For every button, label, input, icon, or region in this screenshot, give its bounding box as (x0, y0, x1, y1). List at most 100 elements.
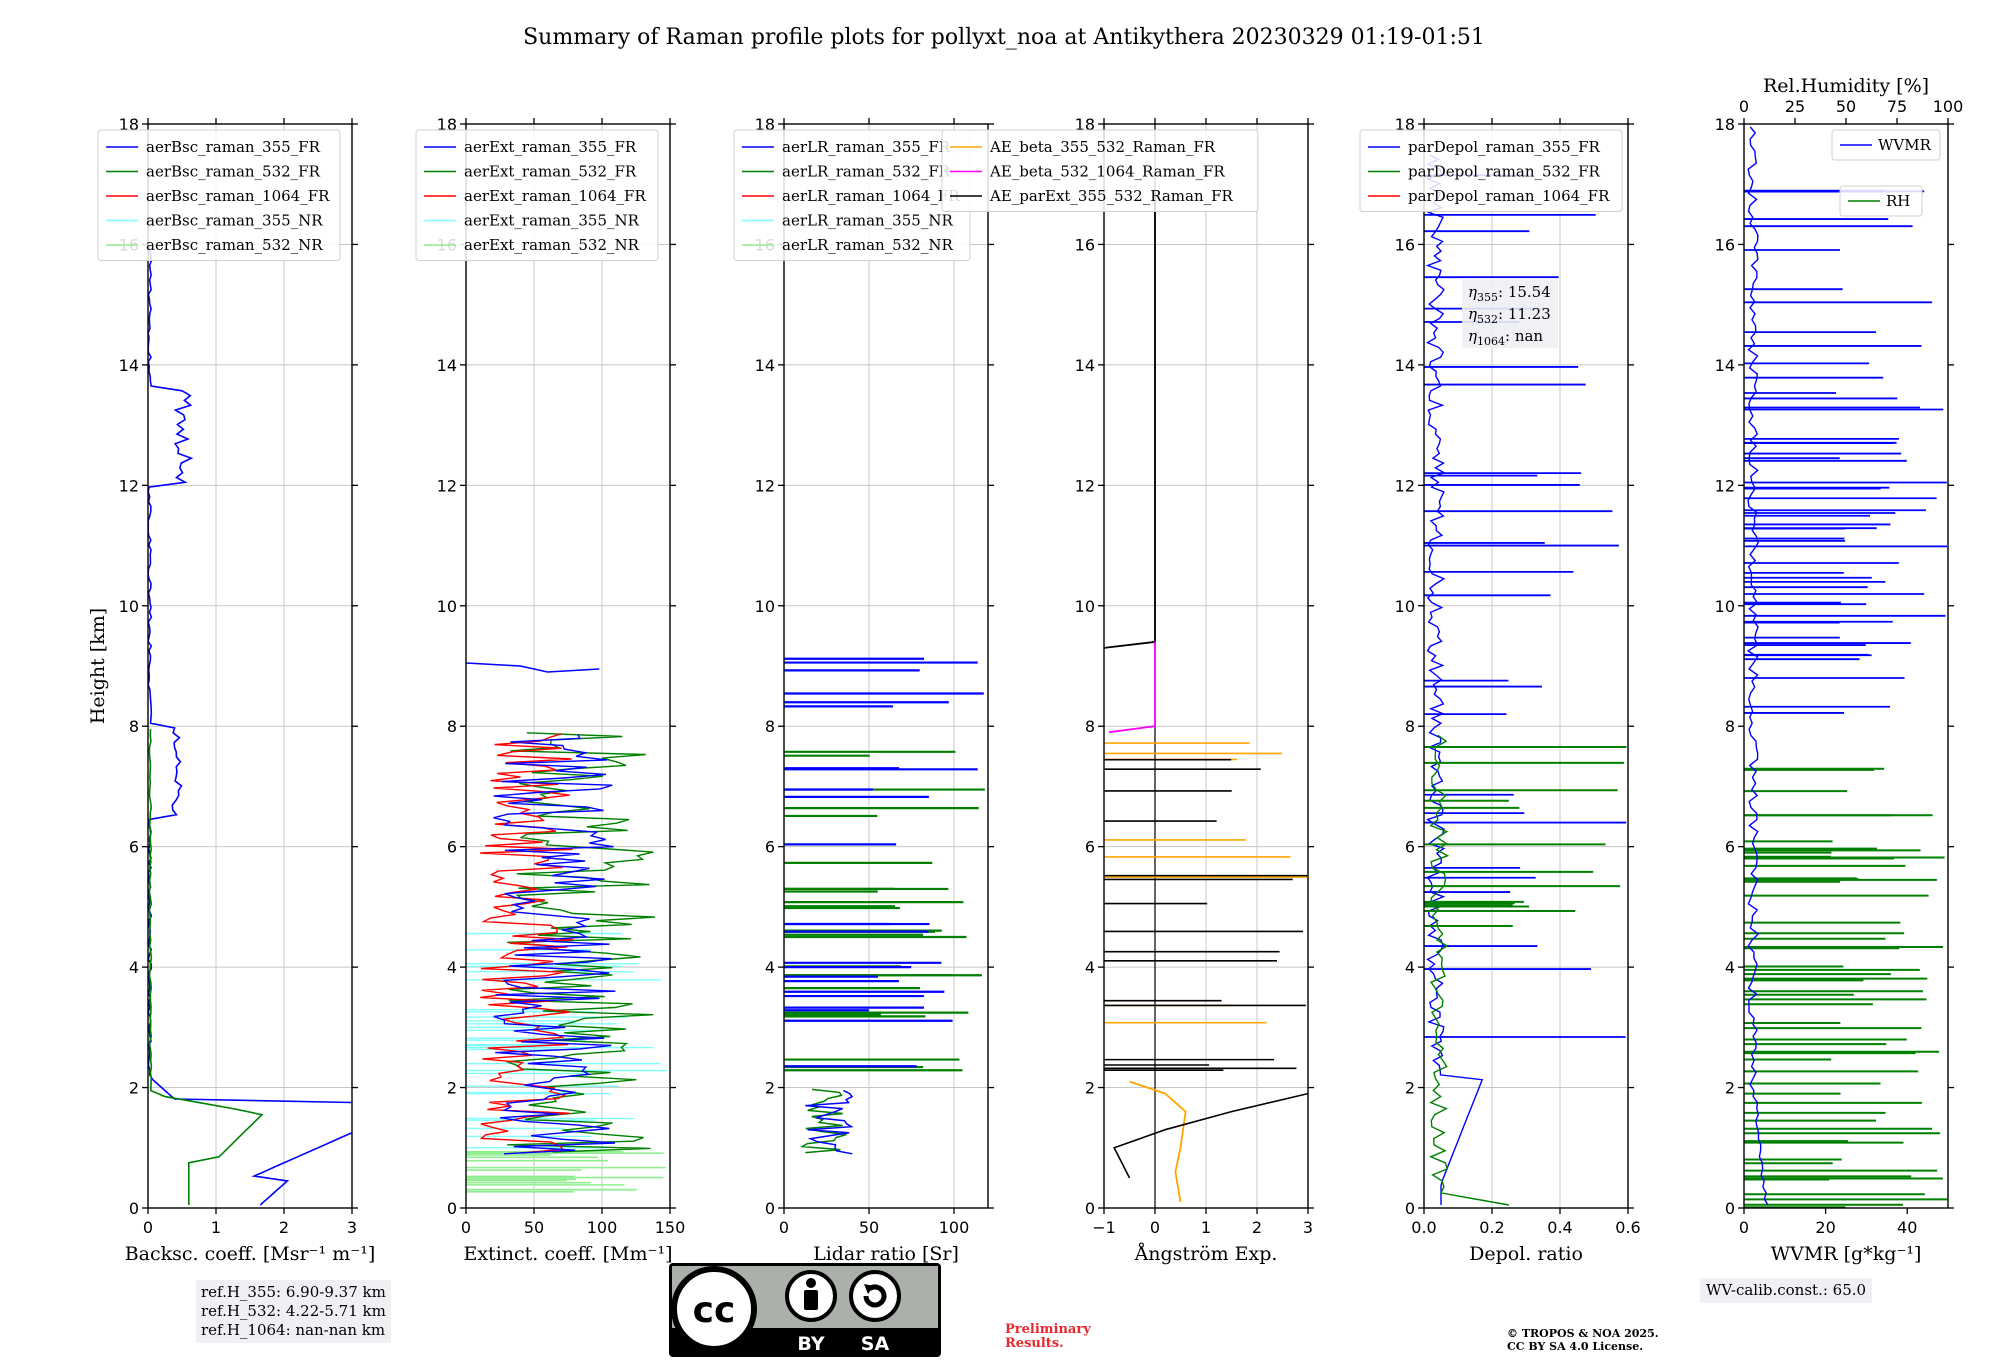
license-by: BY (797, 1333, 824, 1355)
x-tick-label: 0 (1739, 1218, 1749, 1237)
series-aerBsc_raman_532_FR (148, 729, 264, 1205)
y-tick-label: 0 (447, 1199, 457, 1218)
y-tick-label: 8 (765, 717, 775, 736)
preliminary-note: Preliminary Results. (1005, 1323, 1091, 1351)
x-axis-label: Ångström Exp. (1134, 1243, 1278, 1265)
top-x-tick-label: 25 (1785, 97, 1805, 116)
x-axis-label: Extinct. coeff. [Mm⁻¹] (463, 1243, 672, 1265)
y-tick-label: 14 (755, 356, 775, 375)
series-aerExt_raman_355_FR-upper (466, 662, 600, 673)
x-tick-label: 0.2 (1479, 1218, 1504, 1237)
y-tick-label: 18 (119, 115, 139, 134)
legend-entry: parDepol_raman_355_FR (1408, 138, 1601, 156)
reference-heights-box: ref.H_355: 6.90-9.37 km ref.H_532: 4.22-… (196, 1280, 391, 1343)
y-tick-label: 18 (1075, 115, 1095, 134)
y-tick-label: 6 (765, 838, 775, 857)
y-tick-label: 4 (129, 958, 139, 977)
y-tick-label: 2 (1725, 1079, 1735, 1098)
ref-height-532: ref.H_532: 4.22-5.71 km (201, 1302, 386, 1320)
y-tick-label: 8 (1405, 717, 1415, 736)
y-tick-label: 14 (1075, 356, 1095, 375)
x-axis-label: Depol. ratio (1469, 1243, 1583, 1265)
y-tick-label: 0 (1725, 1199, 1735, 1218)
legend-entry: parDepol_raman_532_FR (1408, 163, 1601, 181)
legend-entry: AE_parExt_355_532_Raman_FR (989, 187, 1234, 205)
legend-box (97, 129, 341, 261)
y-tick-label: 14 (1715, 356, 1735, 375)
legend-entry: aerBsc_raman_355_FR (146, 138, 321, 156)
x-tick-label: 0 (143, 1218, 153, 1237)
panel-depol: 0 2 4 6 8 10 12 14 16 18 0.0 0.2 0.4 0.6 Depol. ratio p… (1359, 115, 1641, 1265)
legend-entry: aerBsc_raman_532_NR (146, 236, 323, 254)
y-tick-label: 18 (1715, 115, 1735, 134)
axes-frame (783, 123, 989, 1209)
plot-area-depol (1424, 154, 1627, 1206)
x-tick-label: 3 (1303, 1218, 1313, 1237)
top-x-tick-label: 0 (1739, 97, 1749, 116)
y-tick-label: 12 (1075, 476, 1095, 495)
x-axis-label: Lidar ratio [Sr] (813, 1243, 959, 1265)
y-tick-label: 10 (755, 597, 775, 616)
y-tick-label: 0 (1085, 1199, 1095, 1218)
ref-height-1064: ref.H_1064: nan-nan km (201, 1321, 386, 1339)
x-tick-label: 2 (279, 1218, 289, 1237)
y-tick-label: 2 (1085, 1079, 1095, 1098)
series-aerExt_raman_355_FR (493, 734, 616, 1155)
axes-frame (1743, 123, 1949, 1209)
legend-entry: AE_beta_532_1064_Raman_FR (989, 163, 1225, 181)
x-tick-label: 150 (655, 1218, 686, 1237)
y-tick-label: 18 (1395, 115, 1415, 134)
legend-entry: aerLR_raman_355_FR (782, 138, 951, 156)
series-AE_beta_355_532_Raman_FR (1129, 1080, 1187, 1203)
series-aerExt_raman_532_FR (506, 732, 656, 1153)
y-tick-label: 2 (765, 1079, 775, 1098)
y-tick-label: 6 (1085, 838, 1095, 857)
y-tick-label: 8 (1725, 717, 1735, 736)
plot-area-wv (1744, 126, 1948, 1208)
y-tick-label: 4 (1725, 958, 1735, 977)
legend-entry: aerBsc_raman_532_FR (146, 163, 321, 181)
x-axis-label: WVMR [g*kg⁻¹] (1771, 1243, 1922, 1265)
share-alike-icon (849, 1270, 901, 1322)
y-tick-label: 8 (129, 717, 139, 736)
legend-entry: aerExt_raman_532_FR (464, 163, 637, 181)
cc-by-sa-license-badge: cc BY SA (669, 1263, 941, 1357)
x-tick-label: 2 (1252, 1218, 1262, 1237)
y-tick-label: 8 (447, 717, 457, 736)
y-tick-label: 12 (1395, 476, 1415, 495)
x-tick-label: 50 (859, 1218, 879, 1237)
x-tick-label: 0.4 (1547, 1218, 1572, 1237)
y-tick-label: 4 (1085, 958, 1095, 977)
wv-calibration-box: WV-calib.const.: 65.0 (1700, 1278, 1873, 1303)
eta-1064: η1064: nan (1468, 327, 1543, 348)
x-tick-label: 50 (524, 1218, 544, 1237)
x-tick-label: 3 (347, 1218, 357, 1237)
series-aerExt_raman_1064_FR (479, 733, 574, 1154)
legend-box (1359, 129, 1623, 212)
eta-annotation-box (1462, 278, 1558, 348)
y-tick-label: 14 (1395, 356, 1415, 375)
y-tick-label: 0 (1405, 1199, 1415, 1218)
eta-532: η532: 11.23 (1468, 305, 1551, 326)
preliminary-line-1: Preliminary (1005, 1322, 1091, 1337)
y-tick-label: 6 (447, 838, 457, 857)
top-x-tick-label: 75 (1887, 97, 1907, 116)
legend-box (415, 129, 659, 261)
ref-height-355: ref.H_355: 6.90-9.37 km (201, 1283, 386, 1301)
legend-entry: aerExt_raman_355_NR (464, 212, 640, 230)
y-tick-label: 6 (1405, 838, 1415, 857)
legend-entry: aerLR_raman_355_NR (782, 212, 953, 230)
y-tick-label: 10 (119, 597, 139, 616)
cc-text: cc (693, 1290, 736, 1331)
y-tick-label: 18 (755, 115, 775, 134)
x-tick-label: 0.0 (1411, 1218, 1436, 1237)
legend-entry: parDepol_raman_1064_FR (1408, 187, 1610, 205)
y-tick-label: 6 (129, 838, 139, 857)
x-axis-label: Backsc. coeff. [Msr⁻¹ m⁻¹] (125, 1243, 376, 1265)
y-tick-label: 2 (447, 1079, 457, 1098)
y-tick-label: 4 (1405, 958, 1415, 977)
legend-entry: aerLR_raman_532_FR (782, 163, 951, 181)
x-tick-label: 0.6 (1615, 1218, 1640, 1237)
x-tick-label: 40 (1897, 1218, 1917, 1237)
